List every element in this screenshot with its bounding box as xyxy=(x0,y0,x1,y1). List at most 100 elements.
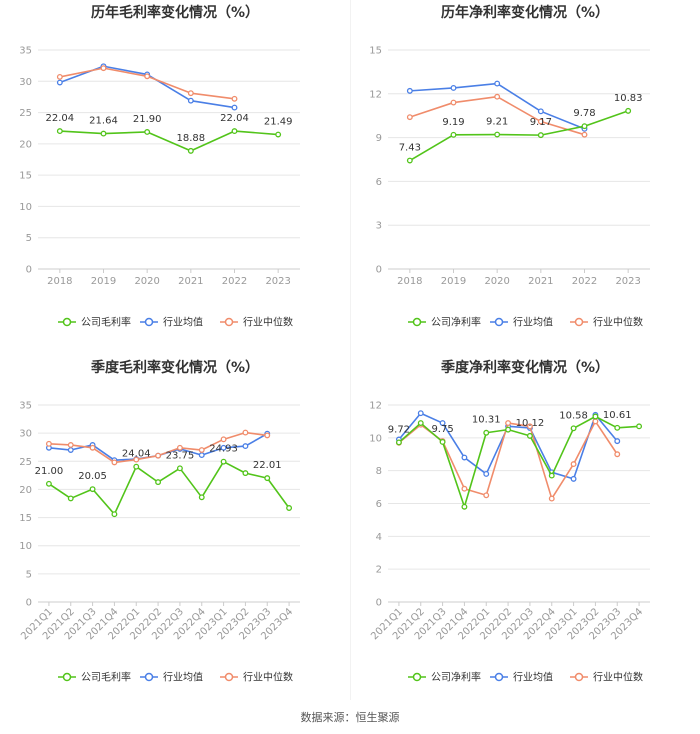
y-tick-label: 20 xyxy=(19,485,32,496)
chart-title: 历年净利率变化情况（%） xyxy=(441,4,609,21)
data-point-industry-avg xyxy=(450,85,457,91)
data-point-company xyxy=(570,425,577,432)
legend-item-industry-median: 行业中位数 xyxy=(570,316,643,329)
series-line-company xyxy=(59,130,279,152)
data-label: 9.19 xyxy=(442,117,464,128)
data-point-industry-median xyxy=(505,420,512,427)
data-label: 21.64 xyxy=(89,116,118,127)
data-point-company xyxy=(231,128,238,135)
data-point-industry-avg xyxy=(67,447,74,453)
legend-marker xyxy=(62,672,72,682)
data-point-company xyxy=(461,503,468,510)
data-point-company xyxy=(198,494,205,501)
data-label: 24.04 xyxy=(122,449,151,460)
legend-label: 行业均值 xyxy=(513,671,553,684)
data-point-industry-median xyxy=(592,418,599,425)
data-label: 10.61 xyxy=(603,410,632,421)
data-point-industry-median xyxy=(176,444,183,451)
y-tick-label: 2 xyxy=(376,565,382,576)
data-point-company xyxy=(614,424,621,431)
y-tick-label: 25 xyxy=(19,108,32,119)
data-point-company xyxy=(581,123,588,130)
data-source-footer: 数据来源：恒生聚源 xyxy=(300,711,400,724)
legend-label: 公司毛利率 xyxy=(81,671,131,684)
data-label: 23.75 xyxy=(166,450,195,461)
data-point-industry-median xyxy=(461,485,468,492)
data-point-company xyxy=(286,505,293,511)
y-tick-label: 15 xyxy=(369,46,382,57)
data-point-industry-avg xyxy=(56,79,63,86)
legend-label: 行业中位数 xyxy=(243,316,293,329)
x-tick-label: 2020 xyxy=(484,276,509,287)
data-point-industry-median xyxy=(133,456,140,463)
data-point-company xyxy=(439,438,446,445)
series-line-company xyxy=(48,460,290,515)
legend-marker xyxy=(224,317,234,327)
data-point-industry-median xyxy=(548,495,555,502)
data-label: 24.93 xyxy=(209,444,238,455)
data-point-company xyxy=(494,131,501,138)
data-label: 10.58 xyxy=(559,410,588,421)
chart-title: 季度毛利率变化情况（%） xyxy=(90,359,259,376)
data-point-industry-avg xyxy=(461,454,468,461)
y-tick-label: 0 xyxy=(26,265,32,276)
y-tick-label: 30 xyxy=(19,77,32,88)
legend-label: 公司净利率 xyxy=(431,671,481,684)
x-tick-label: 2023 xyxy=(265,276,290,287)
legend-item-industry-avg: 行业均值 xyxy=(490,671,553,684)
data-point-industry-median xyxy=(483,492,490,499)
data-point-industry-median xyxy=(67,442,74,448)
data-label: 18.88 xyxy=(177,133,206,144)
data-point-industry-median xyxy=(264,432,271,439)
data-label: 21.90 xyxy=(133,114,162,125)
data-point-company xyxy=(67,495,74,502)
data-point-industry-median xyxy=(231,95,238,102)
legend-item-industry-avg: 行业均值 xyxy=(140,671,203,684)
y-tick-label: 25 xyxy=(19,457,32,468)
x-tick-label: 2021 xyxy=(178,276,203,287)
legend-item-company: 公司毛利率 xyxy=(58,671,131,684)
x-tick-label: 2018 xyxy=(397,276,422,287)
data-point-company xyxy=(395,439,402,446)
y-tick-label: 0 xyxy=(376,265,382,276)
y-tick-label: 0 xyxy=(376,598,382,609)
legend-marker xyxy=(224,672,234,682)
y-tick-label: 35 xyxy=(19,401,32,412)
y-tick-label: 35 xyxy=(19,46,32,57)
legend-label: 公司净利率 xyxy=(431,316,481,329)
data-point-company xyxy=(417,420,424,427)
data-label: 10.83 xyxy=(614,93,643,104)
y-tick-label: 30 xyxy=(19,429,32,440)
data-label: 9.75 xyxy=(431,424,453,435)
x-tick-label: 2022 xyxy=(572,276,597,287)
legend-item-industry-avg: 行业均值 xyxy=(490,316,553,329)
data-point-company xyxy=(636,423,643,430)
data-point-industry-median xyxy=(111,459,118,466)
data-point-industry-median xyxy=(581,131,588,138)
legend-marker xyxy=(494,317,504,327)
data-point-company xyxy=(45,480,52,487)
data-point-company xyxy=(275,131,282,138)
legend-item-company: 公司净利率 xyxy=(408,671,481,684)
data-point-company xyxy=(450,131,457,138)
data-point-industry-median xyxy=(614,451,621,458)
y-tick-label: 15 xyxy=(19,171,32,182)
panel-divider xyxy=(350,0,351,700)
data-label: 21.49 xyxy=(264,117,293,128)
legend-label: 行业中位数 xyxy=(593,671,643,684)
legend-marker xyxy=(574,672,584,682)
data-point-industry-median xyxy=(144,73,151,80)
data-point-industry-avg xyxy=(187,97,194,104)
legend-marker xyxy=(62,317,72,327)
legend-item-company: 公司净利率 xyxy=(408,316,481,329)
data-point-company xyxy=(100,130,107,137)
legend-marker xyxy=(412,317,422,327)
x-tick-label: 2023 xyxy=(615,276,640,287)
data-point-industry-avg xyxy=(614,438,621,445)
data-point-company xyxy=(592,413,599,420)
data-point-company xyxy=(505,426,512,433)
data-point-industry-median xyxy=(56,73,63,80)
data-point-industry-median xyxy=(89,444,96,451)
y-tick-label: 5 xyxy=(26,233,32,244)
y-tick-label: 15 xyxy=(19,513,32,524)
